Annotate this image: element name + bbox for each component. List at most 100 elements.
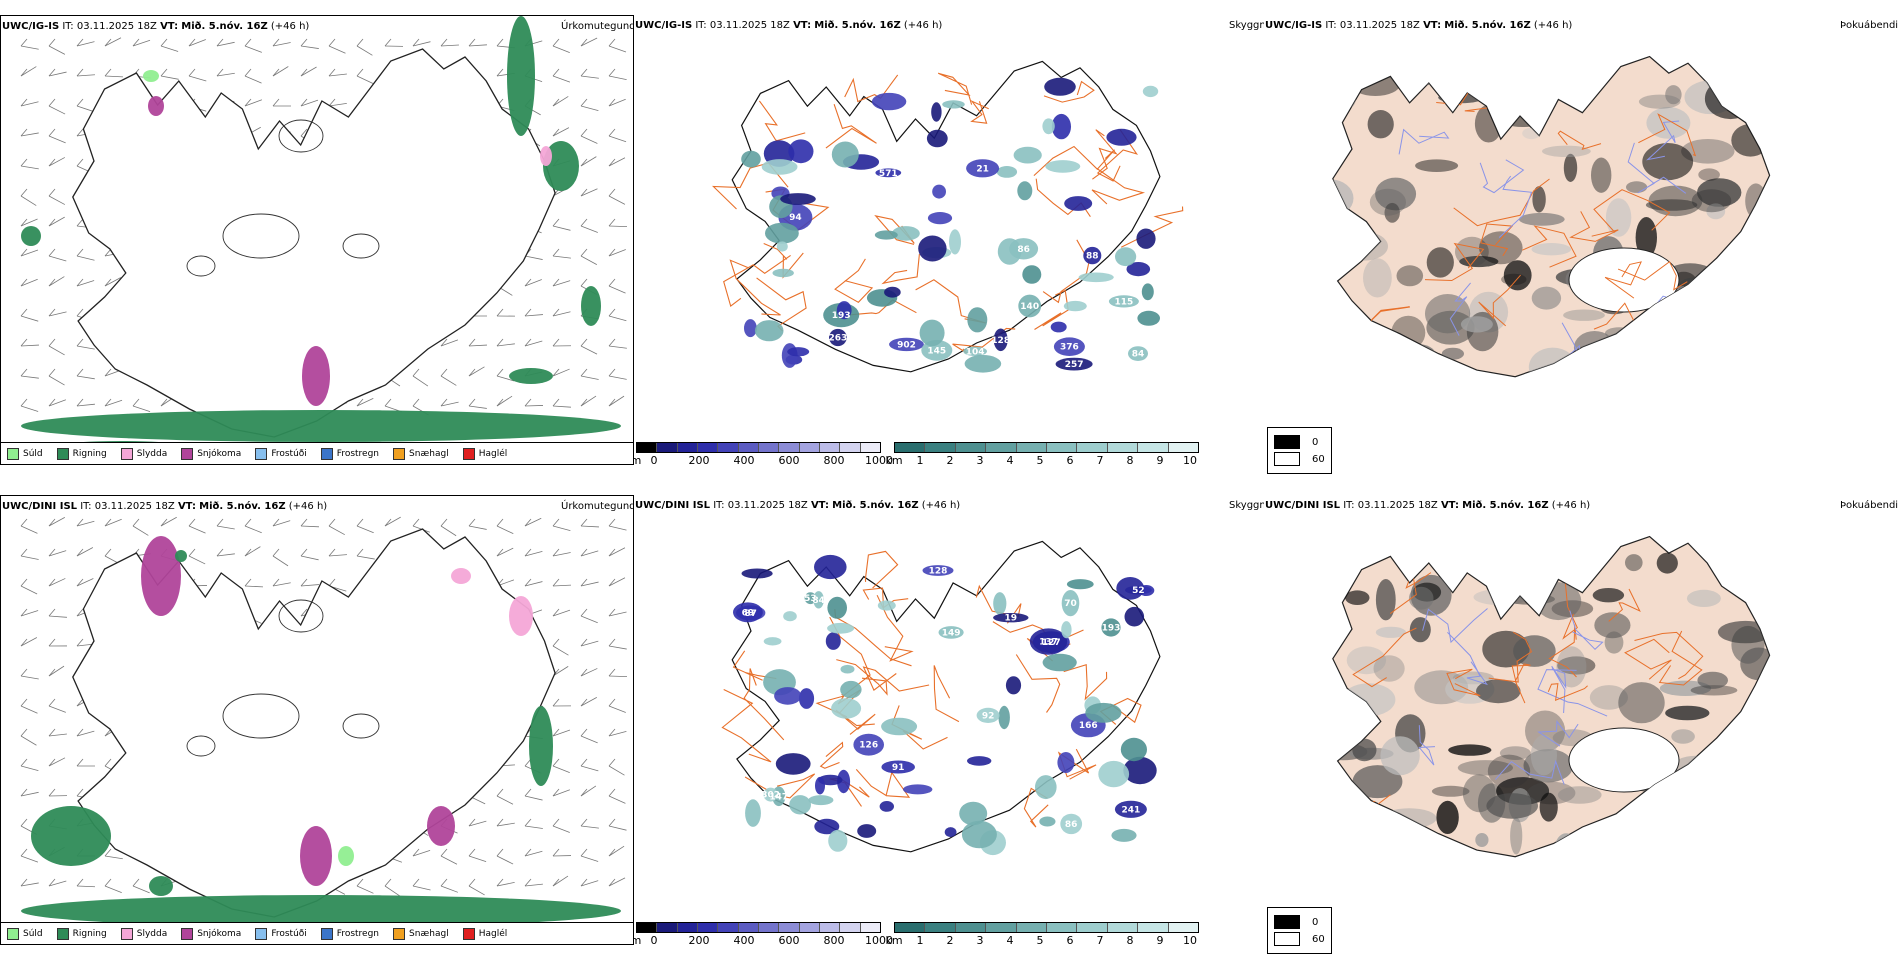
precip-area (143, 70, 159, 82)
wind-barb (245, 69, 262, 83)
cloud-patch (949, 229, 961, 254)
wind-barb (49, 309, 67, 316)
cloud-patch (827, 597, 847, 619)
wind-barb (553, 639, 568, 655)
wind-barb (49, 217, 65, 226)
km-tick: 3 (977, 934, 984, 947)
wind-barb (189, 519, 206, 533)
colorbar-cell (739, 443, 759, 452)
cloud-patch (832, 142, 859, 168)
fog-area (1749, 248, 1780, 274)
fog-area (1749, 347, 1782, 371)
legend-item: Slydda (121, 928, 167, 940)
precip-area (509, 596, 533, 636)
wind-barb (441, 339, 458, 346)
fog-area (1448, 744, 1491, 755)
cloud-base-value: 88 (1086, 252, 1099, 262)
fog-area (1308, 180, 1353, 217)
fog-area (1677, 780, 1712, 804)
wind-barb (525, 879, 543, 886)
wind-barb (525, 518, 541, 526)
colorbar-cell (718, 923, 738, 932)
fog-area (1558, 786, 1602, 804)
wind-barb (553, 876, 568, 886)
legend-swatch (181, 928, 193, 940)
wind-barb (525, 339, 542, 346)
fog-area (1657, 553, 1678, 574)
glacier-area (1569, 248, 1679, 312)
init-label: IT: (1343, 500, 1354, 511)
wind-barb (105, 519, 122, 526)
wind-barb (553, 759, 570, 773)
precip-area (148, 96, 164, 116)
valid-label: VT: (160, 21, 178, 32)
cloud-patch (788, 139, 813, 163)
cloud-patch (881, 718, 917, 736)
wind-barb (497, 396, 512, 406)
cloud-patch (880, 801, 894, 812)
wind-barb (581, 219, 598, 232)
wind-barb (133, 879, 150, 893)
fog-area (1310, 691, 1352, 711)
colorbar-cell (861, 923, 880, 932)
fog-area (1640, 793, 1674, 807)
km-tick: 1 (917, 454, 924, 467)
wind-barb (581, 579, 599, 586)
colorbar-cell (956, 923, 986, 932)
wind-barb (21, 699, 37, 713)
cloud-patch (742, 569, 773, 579)
fog-legend-label: 60 (1312, 454, 1325, 465)
cloud-patch (1142, 283, 1154, 300)
cloud-patch (774, 687, 801, 705)
wind-barb (21, 339, 39, 346)
wind-barb (105, 879, 122, 893)
colorbar-cell (1017, 443, 1047, 452)
cloud-patch (826, 632, 841, 650)
cloud-base-value: 376 (1060, 343, 1079, 353)
wind-barb (469, 849, 486, 862)
km-tick: 6 (1067, 454, 1074, 467)
colorbar-cell (800, 923, 820, 932)
precip-area (175, 550, 187, 562)
colorbar-cell (986, 443, 1016, 452)
fog-area (1334, 306, 1352, 339)
cloud-patch (997, 166, 1017, 178)
height-unit: m (634, 454, 641, 467)
colorbar-cell (840, 443, 860, 452)
cloud-patch (1017, 181, 1032, 200)
wind-barb (609, 339, 627, 348)
colorbar-cell (698, 923, 718, 932)
fog-area (1591, 158, 1611, 193)
wind-barb (609, 846, 624, 856)
cloud-patch (1064, 301, 1087, 311)
wind-barb (609, 369, 627, 379)
wind-barb (581, 786, 596, 796)
cloud-base-value: 19 (1005, 614, 1018, 624)
panel-header: UWC/IG-IS IT: 03.11.2025 18Z VT: Mið. 5.… (635, 20, 942, 31)
precip-area (509, 368, 553, 384)
wind-barb (497, 339, 515, 346)
km-tick: 2 (947, 934, 954, 947)
wind-barb (581, 819, 599, 828)
fog-area (1713, 316, 1750, 346)
km-tick: 3 (977, 454, 984, 467)
cloud-base-value: 21 (976, 164, 989, 174)
height-tick: 400 (734, 934, 755, 947)
legend-item: Rigning (57, 448, 107, 460)
legend-swatch (57, 448, 69, 460)
wind-barb (497, 819, 515, 826)
wind-barb (49, 277, 64, 286)
wind-barb (609, 548, 625, 556)
wind-barb (525, 399, 543, 406)
fog-area (1488, 755, 1530, 788)
colorbar-cell (637, 443, 657, 452)
wind-barb (581, 189, 597, 196)
legend-item: Snjókoma (181, 928, 241, 940)
wind-barb (497, 548, 513, 556)
legend-swatch (255, 928, 267, 940)
wind-barb (609, 129, 626, 142)
km-tick: 7 (1097, 934, 1104, 947)
fog-area (1438, 92, 1484, 103)
wind-barb (609, 819, 627, 830)
cloud-patch (928, 212, 952, 224)
